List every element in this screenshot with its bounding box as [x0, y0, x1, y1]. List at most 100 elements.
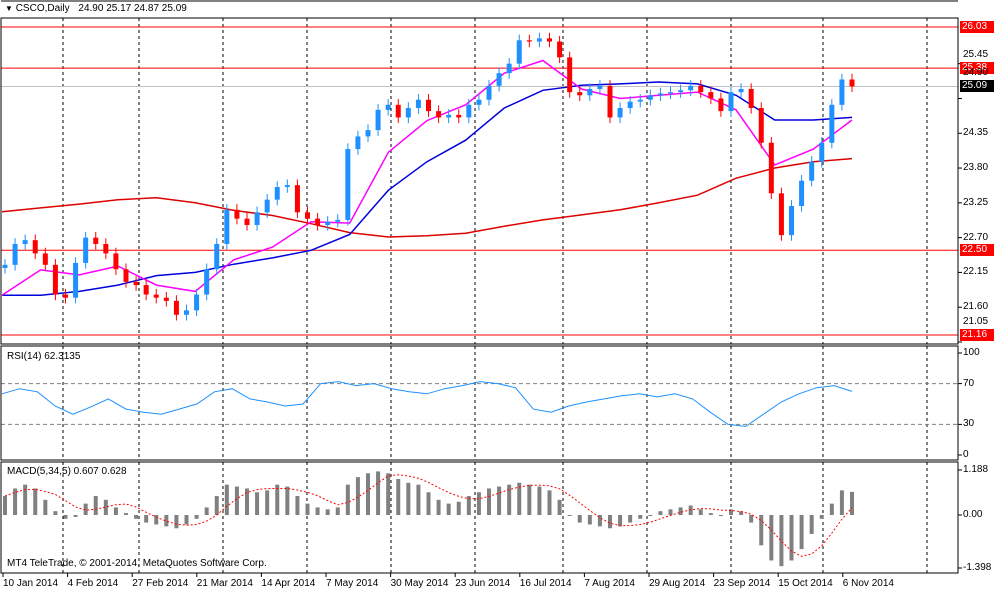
level-price-tag: 22.50 [960, 244, 994, 257]
bullish-candle [365, 130, 371, 137]
macd-histogram-bar [557, 499, 562, 515]
macd-histogram-bar [789, 515, 794, 561]
level-price-tag: 25.38 [960, 62, 994, 75]
price-tick-label: 22.70 [963, 231, 989, 243]
bullish-candle [789, 205, 794, 236]
macd-histogram-bar [487, 488, 491, 515]
symbol-label: CSCO,Daily [15, 3, 70, 14]
macd-histogram-bar [668, 509, 673, 515]
bearish-candle [123, 269, 129, 282]
bullish-candle [829, 104, 835, 143]
macd-histogram-bar [376, 471, 381, 515]
grid-lines [62, 18, 928, 573]
ohlc-values: 24.90 25.17 24.87 25.09 [78, 3, 187, 14]
bullish-candle [194, 294, 200, 311]
bullish-candle [335, 219, 341, 222]
bullish-candle [809, 161, 815, 181]
macd-histogram-bar [537, 486, 542, 515]
macd-histogram-bar [134, 515, 139, 519]
rsi-panel-frame [0, 345, 959, 461]
macd-histogram-bar [113, 507, 118, 515]
bullish-candle [617, 107, 623, 118]
bullish-candle [738, 88, 744, 93]
macd-histogram-bar [386, 473, 391, 515]
macd-histogram-bar [33, 488, 38, 515]
bullish-candle [12, 243, 18, 265]
macd-histogram-bar [164, 515, 169, 527]
bullish-candle [224, 209, 230, 244]
macd-panel [3, 471, 854, 567]
bearish-candle [708, 92, 714, 99]
macd-histogram-bar [305, 503, 310, 515]
macd-histogram-bar [466, 496, 471, 515]
macd-histogram-bar [527, 484, 532, 515]
macd-histogram-bar [476, 492, 481, 515]
bullish-candle [647, 95, 653, 100]
price-tick-label: 23.80 [963, 162, 989, 174]
bearish-candle [607, 85, 613, 118]
date-label: 14 Apr 2014 [261, 578, 316, 589]
collapse-triangle-icon[interactable]: ▼ [5, 4, 13, 13]
bearish-candle [113, 253, 119, 270]
macd-histogram-bar [23, 484, 28, 515]
macd-panel-frame [0, 461, 959, 574]
fast-moving-average-line [1, 59, 853, 296]
macd-tick-label: -1.398 [963, 561, 992, 573]
price-tick-label: 21.05 [963, 316, 989, 328]
macd-histogram-bar [456, 501, 461, 515]
moving-averages [1, 59, 853, 296]
chart-header[interactable]: ▼ CSCO,Daily 24.90 25.17 24.87 25.09 [5, 3, 187, 15]
bullish-candle [345, 149, 351, 220]
macd-histogram-bar [446, 503, 451, 515]
bullish-candle [496, 73, 502, 86]
macd-histogram-bar [567, 515, 572, 516]
macd-histogram-bar [628, 515, 633, 523]
macd-histogram-bar [255, 492, 260, 515]
copyright-text: MT4 TeleTrade, © 2001-2014, MetaQuotes S… [7, 558, 267, 569]
panel-frames [0, 0, 959, 574]
bullish-candle [254, 212, 260, 225]
price-tick-label: 23.25 [963, 196, 989, 208]
bullish-candle [204, 269, 210, 295]
macd-histogram-bar [234, 486, 239, 515]
mid-moving-average-line [2, 81, 853, 296]
rsi-header: RSI(14) 62.3135 [7, 351, 81, 362]
macd-histogram-bar [355, 477, 360, 515]
macd-histogram-bar [618, 515, 623, 527]
main-panel-frame [0, 17, 959, 345]
bullish-candle [627, 101, 633, 108]
bullish-candle [325, 221, 331, 225]
macd-histogram-bar [73, 515, 78, 517]
macd-histogram-bar [3, 496, 7, 515]
horizontal-levels[interactable] [1, 26, 958, 336]
bearish-candle [547, 38, 552, 42]
macd-histogram-bar [759, 515, 764, 546]
macd-histogram-bar [93, 496, 98, 515]
bullish-candle [799, 180, 805, 206]
bullish-candle [819, 142, 825, 162]
rsi-tick-label: 100 [963, 347, 980, 358]
slow-moving-average-line [1, 157, 853, 238]
date-label: 23 Jun 2014 [455, 578, 511, 589]
bullish-candle [597, 85, 603, 89]
bearish-candle [143, 285, 149, 295]
macd-tick-label: 0.00 [963, 509, 983, 520]
macd-histogram-bar [124, 513, 128, 515]
price-tick-label: 24.35 [963, 127, 989, 139]
macd-histogram-bar [698, 509, 703, 515]
macd-histogram-bar [103, 499, 108, 515]
macd-histogram-bar [224, 484, 229, 515]
macd-histogram-bar [245, 488, 249, 515]
bullish-candle [264, 199, 270, 213]
rsi-line [1, 381, 853, 427]
bearish-candle [133, 281, 139, 286]
macd-histogram-bar [214, 496, 219, 515]
bullish-candle [415, 99, 421, 108]
macd-histogram-bar [345, 484, 350, 515]
rsi-tick-label: 70 [963, 377, 975, 389]
bullish-candle [728, 92, 734, 112]
macd-histogram-bar [729, 509, 733, 515]
macd-histogram-bar [416, 484, 421, 515]
bullish-candle [678, 90, 684, 93]
